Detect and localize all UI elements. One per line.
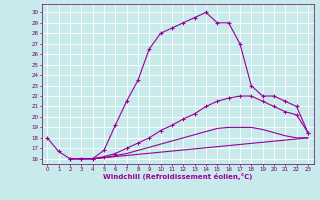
X-axis label: Windchill (Refroidissement éolien,°C): Windchill (Refroidissement éolien,°C) xyxy=(103,173,252,180)
